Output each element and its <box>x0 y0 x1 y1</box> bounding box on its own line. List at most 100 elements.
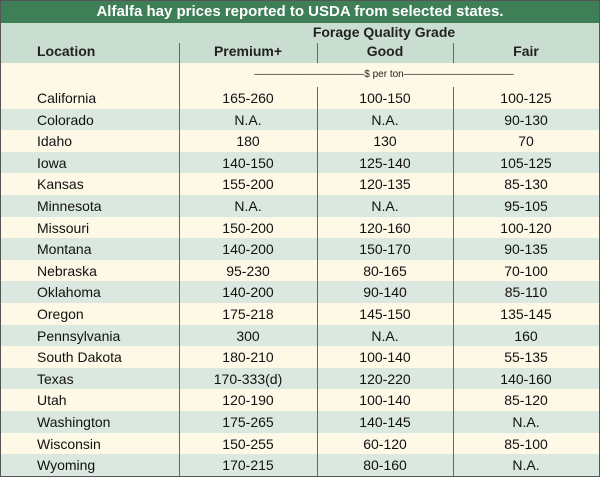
row-price-3: 95-105 <box>504 198 548 214</box>
row-location: Wyoming <box>37 457 96 474</box>
unit-label: ———————————$ per ton——————————— <box>254 69 514 80</box>
table-row <box>1 432 599 455</box>
row-price-1: 95-230 <box>226 262 270 279</box>
row-location: California <box>37 90 97 106</box>
table-row <box>1 367 599 390</box>
column-divider-body-0 <box>317 87 318 476</box>
table-row <box>1 216 599 239</box>
table-row <box>1 108 599 131</box>
row-location: Minnesota <box>37 198 102 214</box>
row-price-3: 135-145 <box>500 306 552 322</box>
row-location: Missouri <box>37 219 90 236</box>
column-divider-0 <box>179 43 180 476</box>
row-price-1: N.A. <box>234 111 262 128</box>
row-location: Montana <box>37 241 92 258</box>
column-divider-1 <box>317 43 318 63</box>
row-price-1: 150-200 <box>222 219 274 236</box>
row-price-1: 175-265 <box>222 414 274 430</box>
row-price-2: N.A. <box>371 198 399 214</box>
table-row <box>1 173 599 195</box>
row-price-3: 90-130 <box>504 111 548 128</box>
row-price-1: 140-200 <box>222 241 274 258</box>
row-price-3: 160 <box>514 327 538 344</box>
table-row <box>1 389 599 411</box>
row-price-1: 120-190 <box>222 392 274 409</box>
row-price-2: 120-160 <box>359 219 411 236</box>
column-header-3: Fair <box>513 43 539 59</box>
row-location: South Dakota <box>37 349 122 366</box>
row-price-2: 90-140 <box>363 284 407 301</box>
row-price-1: 165-260 <box>222 90 274 106</box>
table-row <box>1 303 599 325</box>
row-price-3: 100-120 <box>500 219 552 236</box>
group-header: Forage Quality Grade <box>312 24 456 40</box>
row-price-2: 100-140 <box>359 392 411 409</box>
column-header-2: Good <box>366 43 404 59</box>
row-price-2: 130 <box>373 133 397 150</box>
row-price-2: 140-145 <box>359 414 411 430</box>
row-price-3: 55-135 <box>504 349 548 366</box>
row-price-3: N.A. <box>512 457 540 474</box>
row-price-3: 70 <box>518 133 534 150</box>
row-price-2: 100-150 <box>359 90 411 106</box>
row-price-1: 170-215 <box>222 457 274 474</box>
row-price-1: 140-200 <box>222 284 274 301</box>
table-row <box>1 346 599 368</box>
row-price-2: 150-170 <box>359 241 411 258</box>
row-location: Colorado <box>37 111 94 128</box>
row-price-1: N.A. <box>234 198 262 214</box>
row-price-1: 170-333(d) <box>213 370 283 387</box>
table-row <box>1 87 599 109</box>
column-divider-body-1 <box>453 87 454 476</box>
row-price-2: 80-165 <box>363 262 407 279</box>
row-location: Texas <box>37 370 74 387</box>
row-location: Oklahoma <box>37 284 101 301</box>
row-price-3: 90-135 <box>504 241 548 258</box>
row-price-1: 180-210 <box>222 349 274 366</box>
row-price-2: 145-150 <box>359 306 411 322</box>
row-location: Nebraska <box>37 262 97 279</box>
row-price-1: 155-200 <box>222 176 274 193</box>
row-price-2: N.A. <box>371 111 399 128</box>
row-price-2: 100-140 <box>359 349 411 366</box>
row-price-3: 85-100 <box>504 435 548 452</box>
table-row <box>1 454 599 476</box>
row-location: Washington <box>37 414 111 430</box>
table-row <box>1 259 599 282</box>
row-location: Kansas <box>37 176 84 193</box>
row-price-1: 300 <box>236 327 260 344</box>
column-header-1: Premium+ <box>213 43 283 59</box>
row-price-3: 105-125 <box>500 154 552 171</box>
row-location: Iowa <box>37 154 67 171</box>
table-row <box>1 130 599 152</box>
header-band <box>1 23 599 63</box>
table-row <box>1 281 599 303</box>
column-header-0: Location <box>37 43 96 59</box>
table-row <box>1 411 599 433</box>
row-location: Wisconsin <box>37 435 101 452</box>
table-row <box>1 195 599 217</box>
row-price-1: 180 <box>236 133 260 150</box>
row-price-2: N.A. <box>371 327 399 344</box>
table-row <box>1 324 599 347</box>
row-price-1: 140-150 <box>222 154 274 171</box>
row-price-2: 125-140 <box>359 154 411 171</box>
row-location: Utah <box>37 392 67 409</box>
row-location: Pennsylvania <box>37 327 121 344</box>
row-price-3: 140-160 <box>500 370 552 387</box>
row-price-2: 120-220 <box>359 370 411 387</box>
row-price-3: 85-120 <box>504 392 548 409</box>
row-price-3: 85-130 <box>504 176 548 193</box>
row-price-1: 150-255 <box>222 435 274 452</box>
row-price-3: 100-125 <box>500 90 552 106</box>
row-price-3: 85-110 <box>504 284 548 301</box>
column-divider-2 <box>453 43 454 63</box>
row-price-2: 120-135 <box>359 176 411 193</box>
table-title: Alfalfa hay prices reported to USDA from… <box>1 1 599 23</box>
row-price-2: 80-160 <box>363 457 407 474</box>
table-row <box>1 238 599 260</box>
row-price-3: 70-100 <box>504 262 548 279</box>
table-row <box>1 151 599 174</box>
row-location: Oregon <box>37 306 84 322</box>
